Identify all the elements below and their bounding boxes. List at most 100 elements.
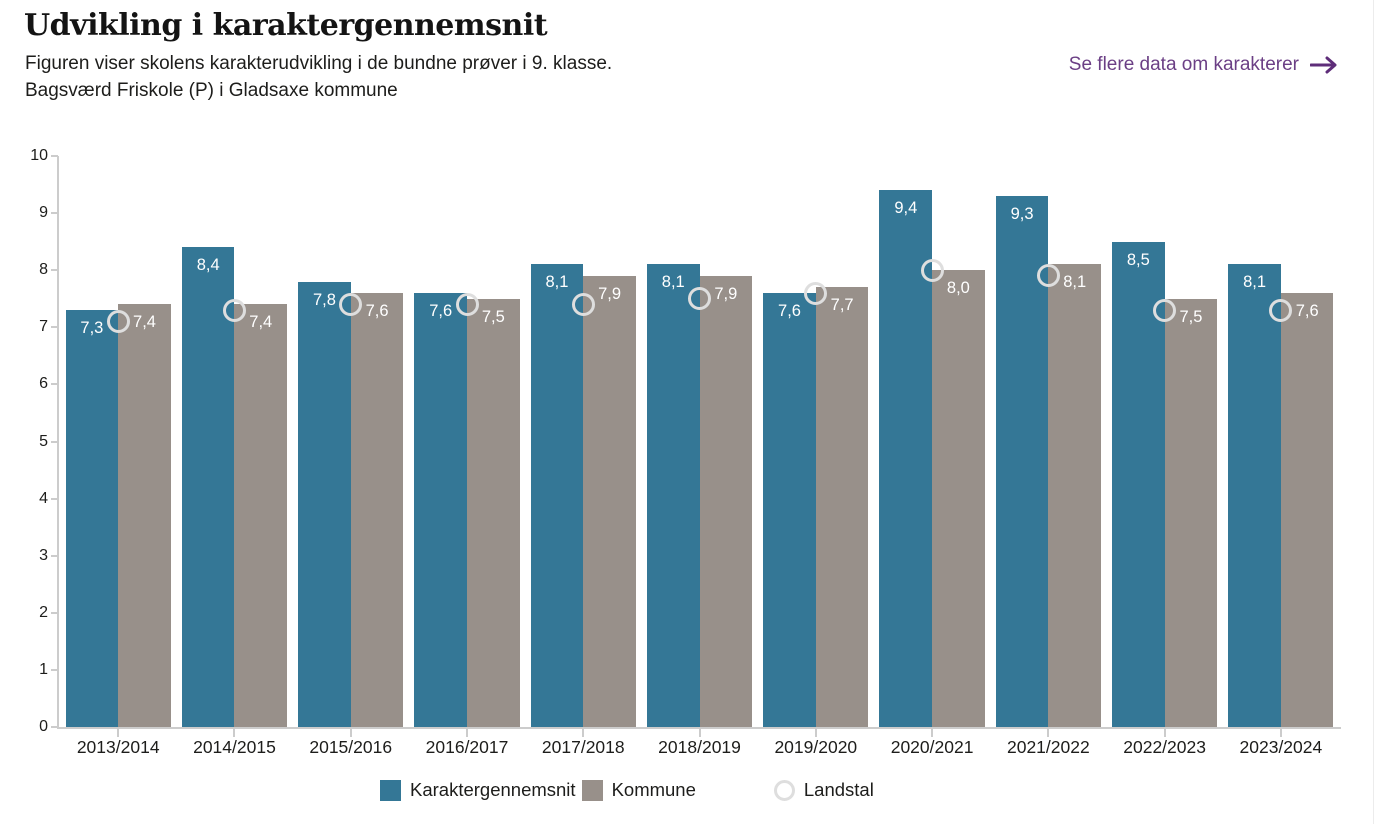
bar-value-label: 8,5 bbox=[1126, 250, 1150, 269]
bar-kommune bbox=[815, 287, 869, 727]
bar-value-label: 7,5 bbox=[481, 307, 505, 326]
y-axis-tick bbox=[51, 554, 58, 557]
x-axis-tick bbox=[466, 729, 468, 737]
kommune-swatch bbox=[581, 779, 603, 801]
y-axis-label: 5 bbox=[39, 432, 48, 450]
x-axis-label: 2014/2015 bbox=[193, 737, 276, 757]
landstal-marker bbox=[1036, 264, 1060, 288]
bar-value-label: 9,3 bbox=[1010, 204, 1034, 223]
see-more-data-link[interactable]: Se flere data om karakterer bbox=[1069, 54, 1337, 76]
legend-item-landstal[interactable]: Landstal bbox=[773, 779, 874, 801]
bar-karaktergennemsnit bbox=[879, 190, 933, 727]
y-axis-label: 7 bbox=[39, 318, 48, 336]
bar-kommune bbox=[234, 304, 288, 727]
x-axis-tick bbox=[1163, 729, 1166, 737]
bar-karaktergennemsnit bbox=[1112, 241, 1165, 727]
y-axis-label: 3 bbox=[39, 546, 48, 564]
bar-value-label: 8,0 bbox=[946, 279, 970, 298]
legend-label-kommune: Kommune bbox=[611, 779, 696, 800]
y-axis-label: 10 bbox=[30, 147, 48, 164]
bar-kommune bbox=[467, 298, 520, 727]
x-axis-label: 2023/2024 bbox=[1239, 737, 1323, 757]
y-axis-tick bbox=[51, 726, 58, 728]
bar-value-label: 8,1 bbox=[545, 273, 569, 292]
bar-value-label: 8,1 bbox=[1243, 273, 1267, 292]
y-axis-label: 9 bbox=[39, 204, 48, 222]
x-axis-tick bbox=[349, 729, 352, 737]
bar-value-label: 7,4 bbox=[249, 313, 273, 332]
x-axis-tick bbox=[117, 729, 120, 737]
y-axis-label: 1 bbox=[39, 660, 48, 678]
y-axis-label: 8 bbox=[39, 261, 48, 279]
legend-item-karaktergennemsnit[interactable]: Karaktergennemsnit bbox=[380, 779, 576, 801]
bar-value-label: 7,7 bbox=[830, 296, 854, 315]
bar-value-label: 7,6 bbox=[365, 302, 389, 321]
bar-value-label: 7,3 bbox=[80, 319, 104, 338]
y-axis-label: 0 bbox=[39, 718, 48, 735]
bar-value-label: 8,1 bbox=[1063, 273, 1087, 292]
karaktergennemsnit-swatch bbox=[380, 779, 401, 801]
x-axis-label: 2016/2017 bbox=[425, 737, 509, 757]
x-axis-tick bbox=[814, 729, 817, 737]
landstal-marker bbox=[804, 281, 828, 305]
x-axis-label: 2019/2020 bbox=[774, 737, 858, 757]
x-axis-tick bbox=[233, 729, 236, 737]
x-axis-tick bbox=[931, 729, 934, 737]
x-axis-tick bbox=[698, 729, 701, 737]
bar-kommune bbox=[1164, 298, 1218, 727]
y-axis-tick bbox=[51, 383, 58, 386]
chart-legend: Karaktergennemsnit Kommune Landstal bbox=[380, 779, 874, 801]
x-axis-label: 2021/2022 bbox=[1006, 737, 1090, 757]
y-axis-tick bbox=[51, 212, 58, 215]
page-title: Udvikling i karaktergennemsnit bbox=[24, 8, 548, 43]
bar-value-label: 7,8 bbox=[312, 290, 336, 309]
bar-karaktergennemsnit bbox=[1228, 264, 1281, 727]
bar-value-label: 7,6 bbox=[1295, 302, 1319, 321]
x-axis-label: 2020/2021 bbox=[890, 737, 974, 757]
landstal-marker bbox=[1269, 298, 1293, 322]
landstal-marker bbox=[571, 292, 595, 316]
school-name-line: Bagsværd Friskole (P) i Gladsaxe kommune bbox=[25, 80, 398, 101]
legend-item-kommune[interactable]: Kommune bbox=[581, 779, 696, 801]
bar-kommune bbox=[932, 270, 985, 727]
y-axis-tick bbox=[51, 155, 58, 157]
x-axis-label: 2015/2016 bbox=[309, 737, 393, 757]
bar-value-label: 8,4 bbox=[196, 256, 220, 275]
y-axis-tick bbox=[51, 497, 58, 500]
bar-karaktergennemsnit bbox=[995, 195, 1049, 727]
x-axis-tick bbox=[1279, 729, 1282, 737]
arrow-right-icon bbox=[1310, 56, 1337, 74]
bar-karaktergennemsnit bbox=[298, 281, 351, 727]
legend-label-karaktergennemsnit: Karaktergennemsnit bbox=[410, 779, 576, 800]
y-axis-label: 6 bbox=[39, 375, 48, 393]
bar-kommune bbox=[583, 275, 636, 727]
chart-description: Figuren viser skolens karakterudvikling … bbox=[25, 53, 613, 74]
x-axis-label: 2017/2018 bbox=[541, 737, 625, 757]
y-axis-label: 2 bbox=[39, 603, 48, 621]
y-axis-line bbox=[57, 156, 59, 729]
landstal-circle-icon bbox=[773, 779, 795, 801]
legend-label-landstal: Landstal bbox=[803, 779, 874, 800]
x-axis-label: 2022/2023 bbox=[1123, 737, 1206, 757]
bar-karaktergennemsnit bbox=[65, 310, 119, 727]
bar-value-label: 9,4 bbox=[894, 199, 918, 218]
y-axis-tick bbox=[51, 269, 58, 272]
bar-karaktergennemsnit bbox=[181, 247, 235, 727]
bar-karaktergennemsnit bbox=[414, 293, 467, 727]
y-axis-tick bbox=[51, 440, 58, 443]
x-axis-label: 2018/2019 bbox=[658, 737, 741, 757]
landstal-marker bbox=[455, 292, 479, 316]
bar-karaktergennemsnit bbox=[763, 293, 816, 727]
bar-value-label: 7,5 bbox=[1179, 307, 1203, 326]
landstal-marker bbox=[1153, 298, 1177, 322]
landstal-marker bbox=[688, 287, 712, 311]
bar-value-label: 7,9 bbox=[714, 284, 738, 303]
x-axis-line bbox=[57, 727, 1341, 729]
x-axis-label: 2013/2014 bbox=[76, 737, 160, 757]
y-axis-label: 4 bbox=[39, 489, 48, 507]
see-more-data-link-label: Se flere data om karakterer bbox=[1068, 54, 1299, 75]
bar-value-label: 7,4 bbox=[133, 313, 156, 332]
y-axis-tick bbox=[51, 668, 58, 671]
bar-karaktergennemsnit bbox=[646, 264, 700, 727]
